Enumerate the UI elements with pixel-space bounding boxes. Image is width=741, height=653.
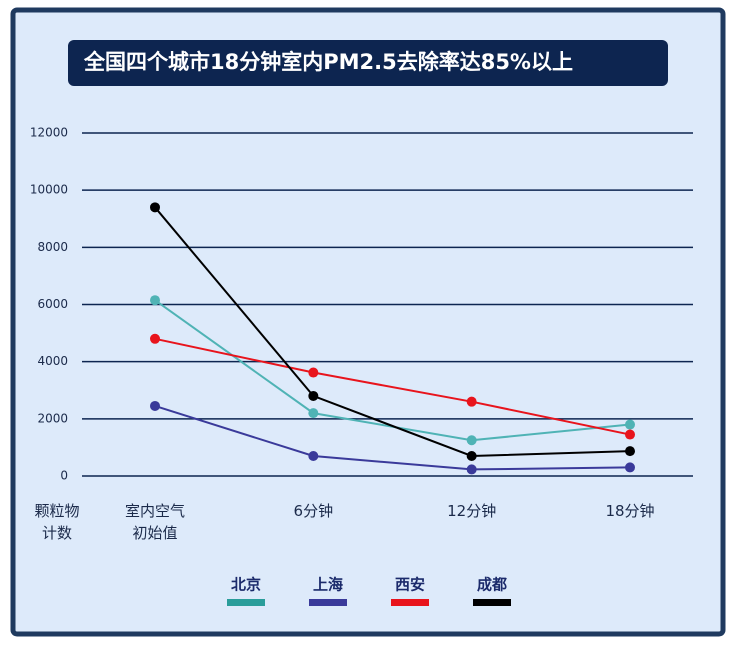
legend-label: 西安	[395, 576, 425, 594]
data-point	[466, 450, 477, 461]
data-point	[466, 435, 477, 446]
x-tick-label: 室内空气初始值	[124, 502, 185, 542]
data-point	[308, 367, 319, 378]
y-axis-label: 颗粒物计数	[34, 502, 80, 542]
data-point	[625, 419, 635, 430]
y-tick-label: 6000	[37, 297, 68, 311]
y-tick-label: 0	[60, 469, 68, 483]
data-point	[308, 390, 319, 401]
chart-title: 全国四个城市18分钟室内PM2.5去除率达85%以上	[83, 50, 573, 74]
legend-swatch	[227, 599, 265, 606]
y-tick-label: 4000	[37, 354, 68, 368]
data-point	[625, 429, 635, 440]
x-tick-label: 18分钟	[605, 502, 655, 520]
legend-label: 北京	[231, 576, 261, 594]
data-point	[150, 400, 160, 411]
y-tick-label: 8000	[37, 240, 68, 254]
legend-swatch	[391, 599, 429, 606]
frame	[10, 7, 726, 637]
x-tick-label: 12分钟	[447, 502, 497, 520]
y-tick-label: 12000	[30, 126, 68, 140]
legend-label: 上海	[313, 576, 343, 594]
legend-label: 成都	[477, 576, 507, 594]
legend-swatch	[473, 599, 511, 606]
title-box	[68, 40, 668, 86]
data-point	[150, 333, 160, 344]
x-tick-label: 6分钟	[293, 502, 334, 520]
data-point	[150, 295, 160, 306]
series-line	[154, 405, 631, 471]
series-line	[154, 337, 631, 436]
data-point	[150, 202, 160, 213]
data-point	[625, 446, 635, 457]
data-point	[466, 464, 477, 475]
data-point	[625, 462, 635, 473]
y-tick-label: 10000	[30, 183, 68, 197]
y-tick-label: 2000	[37, 411, 68, 425]
data-point	[466, 396, 477, 407]
series-line	[154, 206, 631, 457]
data-point	[308, 450, 319, 461]
data-point	[308, 408, 319, 419]
legend-swatch	[309, 599, 347, 606]
